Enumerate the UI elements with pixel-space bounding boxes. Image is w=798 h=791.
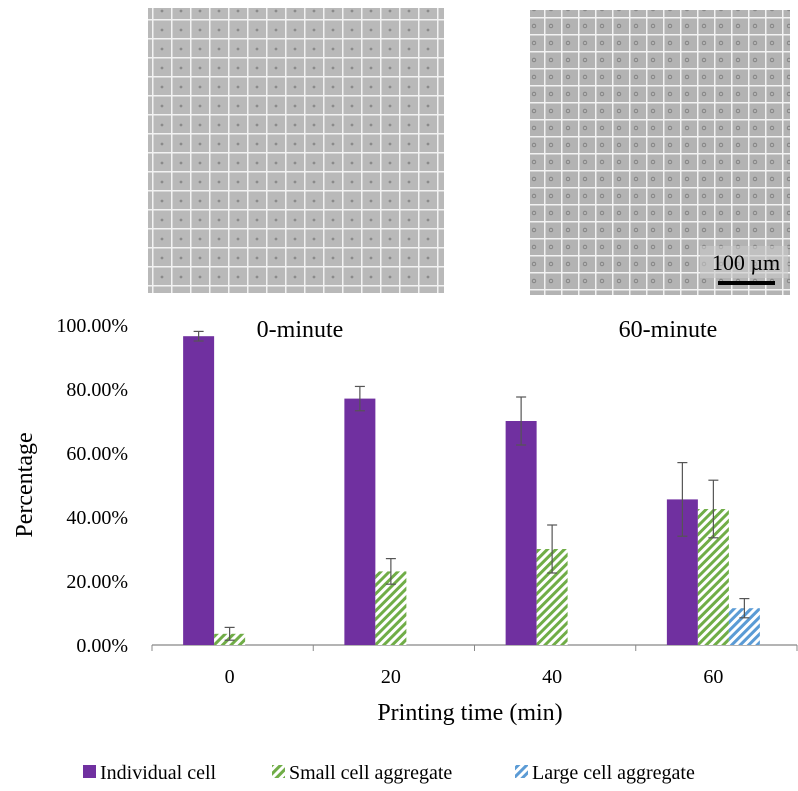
legend-swatch [83, 765, 96, 778]
y-tick-label: 60.00% [66, 443, 128, 465]
legend-swatch [515, 765, 528, 778]
legend-label: Large cell aggregate [532, 762, 695, 784]
y-tick-label: 0.00% [76, 635, 128, 657]
figure: 100 µm 0-minute 60-minute Printing time … [0, 0, 798, 786]
scale-bar-label: 100 µm [712, 250, 780, 275]
x-tick-label: 40 [542, 666, 562, 688]
x-tick-label: 60 [703, 666, 723, 688]
y-axis-label: Percentage [12, 432, 38, 537]
y-tick-label: 80.00% [66, 379, 128, 401]
bar [344, 399, 375, 645]
annotation: 0-minute [257, 317, 344, 343]
x-tick-label: 20 [381, 666, 401, 688]
y-tick-label: 20.00% [66, 571, 128, 593]
x-axis-label: Printing time (min) [377, 700, 562, 726]
annotation: 60-minute [619, 317, 718, 343]
y-tick-label: 100.00% [56, 315, 128, 337]
legend-swatch [272, 765, 285, 778]
bar [506, 421, 537, 645]
legend-label: Small cell aggregate [289, 762, 452, 784]
micrograph-0min [148, 8, 444, 293]
legend-label: Individual cell [100, 762, 217, 784]
x-tick-label: 0 [225, 666, 235, 688]
y-tick-label: 40.00% [66, 507, 128, 529]
bar [183, 336, 214, 645]
